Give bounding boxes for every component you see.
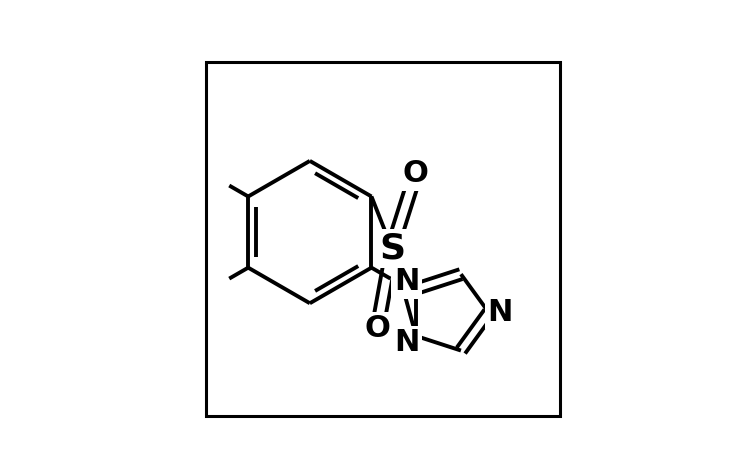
Text: O: O [365, 314, 390, 343]
Text: O: O [403, 159, 429, 188]
Text: N: N [394, 328, 419, 357]
FancyBboxPatch shape [206, 63, 560, 416]
Text: N: N [394, 267, 419, 296]
Text: N: N [488, 298, 513, 327]
Text: S: S [379, 231, 405, 265]
